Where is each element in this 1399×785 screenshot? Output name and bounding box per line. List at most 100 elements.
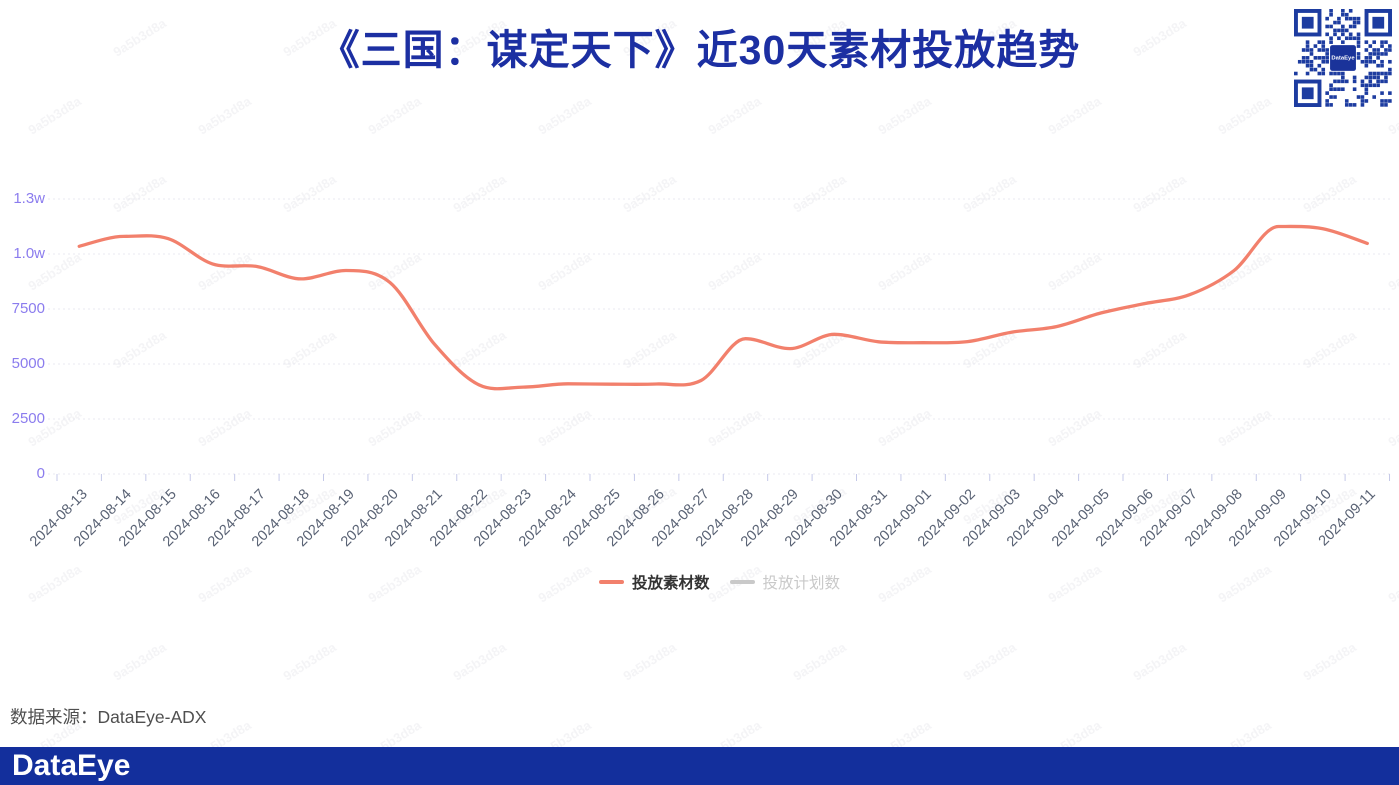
qr-module (1364, 63, 1369, 68)
qr-module (1348, 24, 1353, 29)
qr-module (1360, 59, 1365, 64)
qr-module (1372, 59, 1377, 64)
qr-module (1337, 79, 1341, 84)
qr-module (1368, 56, 1373, 60)
qr-module (1360, 103, 1365, 107)
qr-module (1384, 75, 1388, 80)
qr-module (1301, 48, 1306, 52)
qr-module (1329, 12, 1333, 17)
qr-module (1368, 71, 1373, 76)
qr-module (1384, 40, 1388, 44)
qr-module (1352, 36, 1357, 41)
qr-module (1372, 40, 1377, 44)
qr-module (1333, 79, 1337, 84)
qr-module (1294, 71, 1298, 76)
qr-module (1333, 32, 1337, 37)
qr-module (1348, 36, 1353, 41)
qr-module (1317, 40, 1322, 44)
footer-bar: DataEye (0, 747, 1399, 785)
qr-module (1333, 95, 1337, 99)
qr-module (1364, 83, 1369, 88)
y-axis-label: 1.0w (13, 245, 45, 262)
legend: 投放素材数 投放计划数 (0, 571, 1399, 593)
chart-canvas (48, 198, 1392, 481)
qr-module (1388, 48, 1392, 52)
qr-module (1321, 44, 1326, 48)
qr-module (1329, 24, 1333, 29)
qr-module (1317, 56, 1322, 60)
watermark-text: 9a5b3d8a (280, 639, 339, 684)
qr-module (1321, 40, 1326, 44)
qr-module (1321, 67, 1326, 72)
qr-module (1376, 63, 1380, 68)
qr-module (1341, 71, 1345, 76)
qr-module (1333, 28, 1337, 33)
qr-module (1337, 36, 1341, 41)
qr-module (1325, 52, 1329, 56)
qr-module (1344, 36, 1349, 41)
y-axis-label: 0 (36, 465, 45, 482)
qr-module (1309, 59, 1314, 64)
qr-module (1372, 71, 1377, 76)
watermark-text: 9a5b3d8a (790, 639, 849, 684)
qr-module (1376, 56, 1380, 60)
qr-module (1341, 12, 1345, 17)
legend-item-materials[interactable]: 投放素材数 (598, 571, 710, 593)
qr-module (1325, 103, 1329, 107)
qr-module (1317, 71, 1322, 76)
qr-module (1376, 52, 1380, 56)
qr-module (1368, 75, 1373, 80)
qr-center-logo (1330, 45, 1356, 71)
qr-module (1325, 99, 1329, 103)
qr-module (1305, 59, 1310, 64)
qr-module (1356, 40, 1361, 44)
legend-item-plans[interactable]: 投放计划数 (729, 571, 840, 593)
qr-module (1368, 83, 1373, 88)
qr-module (1360, 95, 1365, 99)
trend-chart[interactable]: 0 2500 5000 7500 1.0w 1.3w 2024-08-13 2024-08-1… (0, 0, 1399, 620)
qr-module (1388, 59, 1392, 64)
data-source-note: 数据来源：DataEye-ADX (10, 707, 207, 727)
qr-module (1380, 103, 1384, 107)
qr-module (1325, 91, 1329, 95)
qr-module (1297, 59, 1302, 64)
qr-module (1341, 28, 1345, 33)
qr-module (1352, 87, 1357, 92)
qr-module (1376, 71, 1380, 76)
line-marker-icon (729, 580, 755, 584)
qr-module (1329, 9, 1333, 13)
y-axis-label: 2500 (11, 410, 45, 427)
qr-module (1380, 91, 1384, 95)
qr-module (1317, 63, 1322, 68)
qr-module (1305, 63, 1310, 68)
qr-module (1344, 79, 1349, 84)
qr-module (1341, 32, 1345, 37)
qr-module (1309, 48, 1314, 52)
qr-module (1388, 67, 1392, 72)
qr-module (1309, 67, 1314, 72)
qr-module (1360, 79, 1365, 84)
qr-module (1372, 83, 1377, 88)
qr-module (1352, 16, 1357, 21)
watermark-text: 9a5b3d8a (110, 639, 169, 684)
qr-module (1356, 56, 1361, 60)
watermark-text: 9a5b3d8a (960, 639, 1019, 684)
qr-module (1329, 71, 1333, 76)
qr-module (1344, 12, 1349, 17)
qr-module (1388, 91, 1392, 95)
qr-module (1348, 9, 1353, 13)
watermark-text: 9a5b3d8a (1130, 639, 1189, 684)
qr-module (1380, 79, 1384, 84)
qr-module (1356, 36, 1361, 41)
qr-module (1333, 87, 1337, 92)
qr-module (1313, 67, 1318, 72)
qr-module (1309, 52, 1314, 56)
qr-module (1337, 71, 1341, 76)
qr-module (1321, 71, 1326, 76)
qr-module (1321, 59, 1326, 64)
qr-logo-label: DataEye (1331, 56, 1355, 62)
qr-module (1376, 48, 1380, 52)
qr-module (1341, 75, 1345, 80)
qr-module (1333, 71, 1337, 76)
qr-module (1301, 56, 1306, 60)
